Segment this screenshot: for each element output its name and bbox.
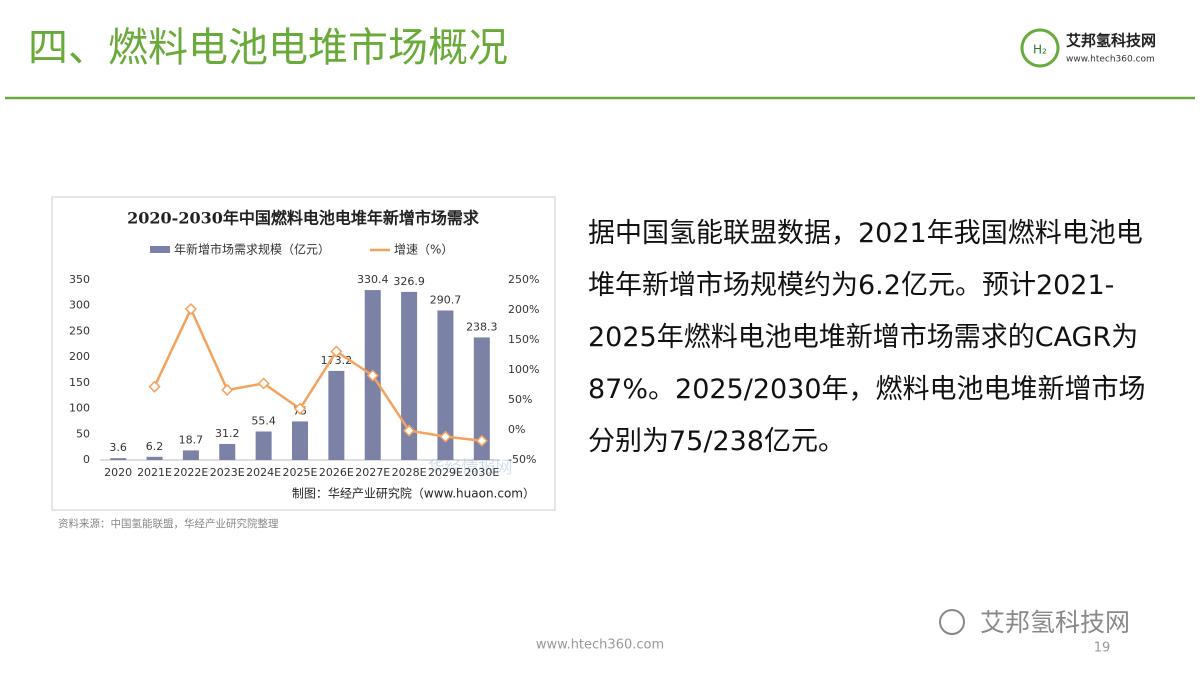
bar bbox=[219, 443, 236, 460]
footer-url: www.htech360.com bbox=[536, 638, 664, 653]
bar-value-label: 326.9 bbox=[393, 275, 425, 288]
x-tick-label: 2020 bbox=[104, 466, 132, 479]
source: 资料来源：中国氢能联盟，华经产业研究院整理 bbox=[58, 517, 279, 530]
chart-watermark: 华经情报网 bbox=[428, 458, 513, 478]
y-tick-label: 100 bbox=[69, 402, 90, 415]
footer-watermark: 艾邦氢科技网 bbox=[980, 608, 1130, 637]
logo-name: 艾邦氢科技网 bbox=[1066, 32, 1156, 50]
y2-tick-label: 50% bbox=[508, 393, 532, 406]
x-tick-label: 2027E bbox=[355, 466, 390, 479]
y-tick-label: 50 bbox=[76, 427, 90, 440]
logo-icon bbox=[1020, 28, 1060, 68]
y2-tick-label: 250% bbox=[508, 273, 539, 286]
x-tick-label: 2025E bbox=[283, 466, 318, 479]
growth-marker bbox=[439, 430, 452, 443]
x-tick-label: 2028E bbox=[392, 466, 427, 479]
logo-url: www.htech360.com bbox=[1066, 55, 1155, 65]
chart-title: 2020-2030年中国燃料电池电堆年新增市场需求 bbox=[127, 209, 480, 228]
bar bbox=[255, 431, 272, 460]
x-tick-label: 2030E bbox=[464, 466, 499, 479]
bar bbox=[110, 458, 127, 460]
growth-marker bbox=[184, 302, 197, 316]
bar bbox=[328, 370, 345, 460]
bar-value-label: 31.2 bbox=[215, 427, 240, 440]
y2-tick-label: 100% bbox=[508, 363, 539, 376]
legend-label: 年新增市场需求规模（亿元） bbox=[174, 242, 330, 257]
growth-marker bbox=[257, 377, 270, 390]
x-tick-label: 2022E bbox=[173, 466, 208, 479]
logo-h2: H₂ bbox=[1033, 43, 1047, 57]
x-tick-label: 2021E bbox=[137, 466, 172, 479]
body-text: 据中国氢能联盟数据，2021年我国燃料电池电堆年新增市场规模约为6.2亿元。预计… bbox=[588, 218, 1146, 457]
y-tick-label: 300 bbox=[69, 299, 90, 312]
legend-label: 增速（%） bbox=[394, 243, 453, 257]
bar-value-label: 290.7 bbox=[430, 293, 462, 306]
legend-swatch bbox=[150, 246, 170, 253]
bar-value-label: 6.2 bbox=[146, 440, 164, 453]
x-tick-label: 2026E bbox=[319, 466, 354, 479]
bar bbox=[401, 291, 418, 460]
bar bbox=[182, 450, 199, 460]
bar bbox=[292, 421, 308, 460]
y2-tick-label: -50% bbox=[508, 453, 536, 466]
page-number: 19 bbox=[1094, 641, 1111, 656]
x-tick-label: 2023E bbox=[210, 466, 245, 479]
bar-value-label: 18.7 bbox=[179, 433, 204, 446]
x-tick-label: 2024E bbox=[246, 466, 281, 479]
y2-tick-label: 150% bbox=[508, 333, 539, 346]
bar bbox=[437, 310, 454, 460]
y-tick-label: 200 bbox=[69, 350, 90, 363]
growth-marker bbox=[475, 434, 488, 447]
bar bbox=[473, 337, 490, 460]
y-tick-label: 250 bbox=[69, 324, 90, 337]
y-tick-label: 350 bbox=[69, 273, 90, 286]
growth-marker bbox=[293, 402, 307, 415]
y2-tick-label: 0% bbox=[508, 423, 525, 436]
y-tick-label: 150 bbox=[69, 376, 90, 389]
growth-line bbox=[153, 306, 482, 443]
chart-credit: 制图：华经产业研究院（www.huaon.com） bbox=[292, 486, 535, 501]
y-tick-label: 0 bbox=[83, 453, 90, 466]
growth-marker bbox=[403, 424, 416, 437]
growth-marker bbox=[330, 345, 343, 358]
bar-value-label: 3.6 bbox=[109, 441, 127, 454]
y2-tick-label: 200% bbox=[508, 303, 539, 316]
x-tick-label: 2029E bbox=[428, 466, 463, 479]
wechat-icon bbox=[939, 609, 965, 635]
growth-marker bbox=[366, 369, 379, 382]
bar-value-label: 238.3 bbox=[466, 320, 498, 333]
bar-value-label: 55.4 bbox=[251, 415, 276, 428]
bar bbox=[146, 456, 163, 460]
growth-marker bbox=[221, 383, 234, 396]
slide-title: 四、燃料电池电堆市场概况 bbox=[28, 25, 508, 71]
growth-marker bbox=[148, 380, 161, 393]
bar-value-label: 330.4 bbox=[357, 273, 389, 286]
